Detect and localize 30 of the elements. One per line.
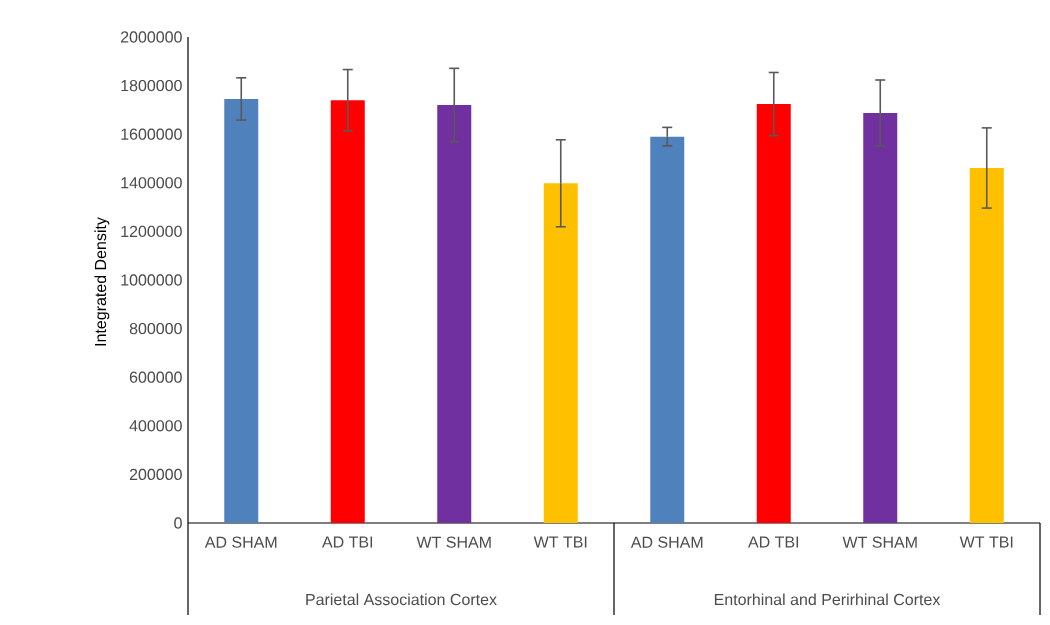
bar [863,113,898,523]
bar [224,98,259,523]
x-tick-label: WT TBI [533,536,587,548]
bar [330,100,365,523]
y-tick-label: 1200000 [121,225,182,238]
y-axis-title: Integrated Density [94,217,110,346]
y-tick-label: 2000000 [120,31,182,43]
y-tick-label: 1600000 [121,128,182,140]
y-tick-label: 400000 [129,420,182,432]
x-tick-label: AD SHAM [204,536,277,548]
bar [756,104,791,523]
bar [543,183,578,523]
y-tick-label: 600000 [129,371,182,383]
bar [969,167,1004,523]
y-tick-label: 0 [174,517,182,529]
y-tick-label: 200000 [129,468,182,481]
bar [650,136,685,523]
x-tick-label: AD SHAM [630,536,703,548]
y-tick-label: 1400000 [121,177,182,189]
bar [437,105,472,523]
x-tick-label: WT SHAM [842,536,917,548]
x-tick-label: AD TBI [748,536,799,548]
x-tick-label: WT TBI [959,536,1013,548]
y-tick-label: 800000 [129,322,182,335]
y-tick-label: 1800000 [121,79,182,92]
y-tick-label: 1000000 [121,274,182,286]
x-tick-label: AD TBI [322,536,373,548]
text: Entorhinal and Perirhinal Cortex [714,593,941,606]
x-tick-label: WT SHAM [416,536,491,548]
text: Parietal Association Cortex [306,593,497,606]
